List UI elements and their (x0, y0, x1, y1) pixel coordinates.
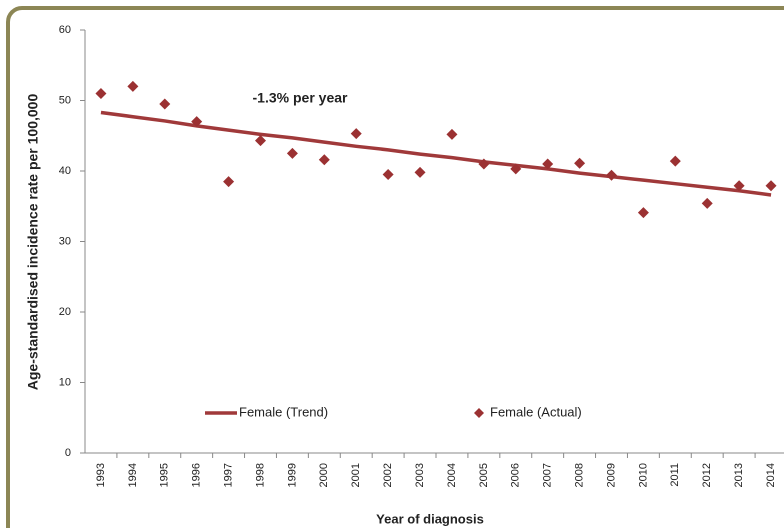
data-point (542, 158, 554, 170)
y-tick-label: 40 (59, 165, 71, 177)
data-point (733, 180, 745, 192)
legend-label: Female (Actual) (490, 404, 582, 419)
data-point (606, 169, 617, 181)
data-point (286, 147, 298, 159)
x-tick-label: 1998 (254, 463, 266, 487)
data-point (446, 128, 458, 140)
x-tick-label: 2001 (350, 463, 362, 487)
data-point (255, 135, 266, 147)
x-tick-label: 2010 (637, 463, 649, 487)
y-tick-label: 20 (59, 306, 71, 318)
y-tick-label: 60 (59, 24, 71, 36)
x-tick-label: 2012 (701, 463, 713, 487)
data-point (510, 163, 522, 175)
frame (6, 6, 784, 528)
x-tick-label: 2009 (605, 463, 617, 487)
y-tick-label: 50 (59, 94, 71, 106)
data-point (191, 116, 203, 128)
data-point (414, 166, 426, 178)
data-point (95, 87, 107, 99)
x-tick-label: 2003 (414, 463, 426, 487)
y-tick-label: 0 (65, 447, 71, 459)
x-tick-label: 2008 (573, 463, 585, 487)
data-point (382, 169, 394, 181)
x-tick-label: 1996 (191, 463, 203, 487)
x-tick-label: 1993 (95, 463, 107, 487)
trend-line (100, 110, 772, 197)
data-point (318, 154, 330, 166)
x-tick-label: 2007 (542, 463, 554, 487)
data-point (159, 98, 171, 110)
legend-label: Female (Trend) (239, 404, 328, 419)
data-point (478, 158, 490, 170)
annotation: -1.3% per year (253, 90, 348, 106)
data-point (637, 207, 649, 219)
x-tick-label: 2011 (669, 463, 681, 487)
y-tick-label: 10 (59, 376, 71, 388)
data-point (574, 157, 586, 169)
data-point (127, 80, 139, 92)
x-tick-label: 1994 (127, 463, 139, 487)
x-tick-label: 1999 (286, 463, 298, 487)
y-tick-label: 30 (59, 235, 71, 247)
x-tick-label: 1997 (222, 463, 234, 487)
x-tick-label: 2004 (446, 463, 458, 487)
x-tick-label: 2014 (765, 463, 777, 487)
x-tick-label: 2013 (733, 463, 745, 487)
x-tick-label: 2000 (318, 463, 330, 487)
data-point (223, 176, 235, 188)
legend-swatch (474, 408, 484, 418)
data-point (765, 180, 777, 192)
data-point (701, 197, 713, 209)
x-tick-label: 2005 (478, 463, 490, 487)
x-tick-label: 1995 (159, 463, 171, 487)
data-point (669, 155, 681, 167)
y-axis-title: Age-standardised incidence rate per 100,… (25, 94, 41, 391)
data-point (350, 128, 362, 140)
x-tick-label: 2002 (382, 463, 394, 487)
x-tick-label: 2006 (510, 463, 522, 487)
x-axis-title: Year of diagnosis (376, 511, 484, 526)
